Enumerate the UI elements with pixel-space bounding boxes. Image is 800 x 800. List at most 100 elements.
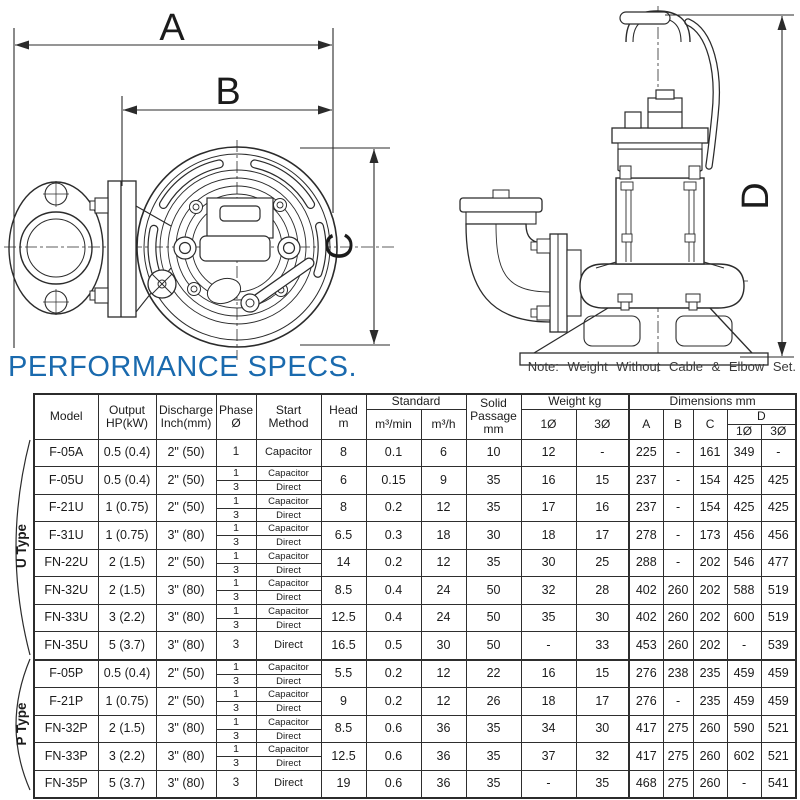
phase-value: 1 — [233, 743, 239, 755]
start-method-value: Direct — [255, 562, 320, 576]
cell-phase-start: 3 Direct — [215, 769, 322, 799]
cell-discharge: 3" (80) — [155, 742, 217, 771]
cell-m3h: 12 — [420, 658, 467, 688]
start-method-value: Capacitor — [255, 494, 321, 508]
cell-model: FN-32P — [33, 714, 99, 743]
cell-dim-d-3ph: 456 — [760, 521, 797, 550]
cell-dim-d-3ph: - — [760, 438, 797, 467]
cell-head: 12.5 — [320, 603, 367, 632]
cell-m3h: 24 — [420, 603, 467, 632]
cell-head: 8 — [320, 493, 367, 522]
table-row: F-05U 0.5 (0.4) 2" (50) 1 Capacitor 3 Direct 6 0… — [33, 466, 797, 495]
start-method-value: Capacitor — [255, 522, 321, 535]
col-header-m3h: m³/h — [420, 408, 467, 440]
cell-discharge: 2" (50) — [155, 687, 217, 716]
cell-output: 1 (0.75) — [97, 687, 157, 716]
cell-m3h: 24 — [420, 576, 467, 605]
cell-phase-start: 1 Capacitor 3 Direct — [215, 687, 322, 716]
pump-side-view-drawing: D — [459, 6, 794, 372]
cell-dim-d-3ph: 519 — [760, 603, 797, 632]
cell-weight-3ph: 28 — [575, 576, 630, 605]
cell-dim-a: 276 — [628, 687, 664, 716]
start-method-value: Capacitor — [255, 604, 321, 618]
table-row: FN-33U 3 (2.2) 3" (80) 1 Capacitor 3 Direct 12.… — [33, 603, 797, 632]
phase-value: 1 — [233, 494, 239, 507]
header-line: Phase — [218, 402, 254, 417]
table-row: F-05A 0.5 (0.4) 2" (50) 1 Capacitor 8 0.1 6 10 12… — [33, 438, 797, 467]
phase-value: 1 — [233, 549, 239, 562]
cell-discharge: 2" (50) — [155, 658, 217, 688]
cell-dim-a: 402 — [628, 603, 664, 632]
header-line: Inch(mm) — [160, 415, 212, 430]
cell-output: 1 (0.75) — [97, 493, 157, 522]
cell-dim-d-1ph: 425 — [726, 493, 762, 522]
cell-dim-d-3ph: 425 — [760, 493, 797, 522]
spec-table-body: F-05A 0.5 (0.4) 2" (50) 1 Capacitor 8 0.1 6 10 12… — [33, 438, 797, 799]
phase-value: 3 — [217, 756, 256, 769]
cell-phase-start: 1 Capacitor 3 Direct — [215, 576, 322, 605]
cell-phase-start: 1 Capacitor 3 Direct — [215, 493, 322, 522]
cell-m3min: 0.2 — [365, 658, 422, 688]
table-row: FN-22U 2 (1.5) 2" (50) 1 Capacitor 3 Direct 14 0… — [33, 548, 797, 577]
cell-m3h: 36 — [420, 742, 467, 771]
cell-m3h: 12 — [420, 548, 467, 577]
cell-dim-d-1ph: 546 — [726, 548, 762, 577]
cell-m3min: 0.2 — [365, 687, 422, 716]
col-header-dim-d: D — [726, 408, 797, 425]
col-header-phase: Phase Ø — [215, 393, 257, 440]
cell-output: 2 (1.5) — [97, 576, 157, 605]
page-title: PERFORMANCE SPECS. — [8, 351, 357, 383]
col-header-output: Output HP(kW) — [97, 393, 157, 440]
start-method-value: Direct — [255, 507, 320, 521]
cell-dim-a: 402 — [628, 576, 664, 605]
table-row: FN-32U 2 (1.5) 3" (80) 1 Capacitor 3 Direct 8.5… — [33, 576, 797, 605]
cell-m3h: 18 — [420, 521, 467, 550]
col-header-discharge: Discharge Inch(mm) — [155, 393, 217, 440]
cell-dim-c: 154 — [692, 493, 728, 522]
cell-phase-start: 1 Capacitor 3 Direct — [215, 714, 322, 743]
col-header-start-method: Start Method — [255, 393, 322, 440]
cell-dim-d-1ph: 425 — [726, 466, 762, 495]
cell-solid-passage: 35 — [465, 769, 522, 799]
cell-dim-b: 275 — [662, 769, 694, 799]
cell-dim-d-3ph: 459 — [760, 658, 797, 688]
cell-dim-d-1ph: 590 — [726, 714, 762, 743]
start-method-value: Direct — [255, 771, 321, 797]
header-line: Head — [329, 402, 358, 417]
phase-value: 1 — [233, 688, 239, 700]
cell-head: 14 — [320, 548, 367, 577]
cell-dim-d-1ph: 349 — [726, 438, 762, 467]
cell-dim-a: 225 — [628, 438, 664, 467]
header-line: Ø — [231, 415, 241, 430]
cell-head: 5.5 — [320, 658, 367, 688]
start-method-value: Direct — [255, 535, 320, 549]
cell-dim-a: 417 — [628, 714, 664, 743]
cell-model: F-05P — [33, 658, 99, 688]
cell-m3h: 36 — [420, 714, 467, 743]
cell-weight-3ph: 17 — [575, 521, 630, 550]
cell-solid-passage: 35 — [465, 466, 522, 495]
cell-head: 8.5 — [320, 576, 367, 605]
cell-solid-passage: 22 — [465, 658, 522, 688]
cell-head: 6.5 — [320, 521, 367, 550]
start-method-value: Direct — [255, 590, 320, 604]
cell-dim-d-3ph: 541 — [760, 769, 797, 799]
cell-discharge: 3" (80) — [155, 769, 217, 799]
col-header-head: Head m — [320, 393, 367, 440]
col-header-weight-3ph: 3Ø — [575, 408, 630, 440]
cell-weight-3ph: 15 — [575, 658, 630, 688]
cell-weight-3ph: 30 — [575, 603, 630, 632]
col-header-standard: Standard — [365, 393, 467, 410]
header-line: Discharge — [158, 402, 214, 417]
table-row: F-21U 1 (0.75) 2" (50) 1 Capacitor 3 Direct 8 0.… — [33, 493, 797, 522]
cell-dim-c: 202 — [692, 548, 728, 577]
dimension-c — [300, 147, 390, 346]
cell-dim-c: 260 — [692, 769, 728, 799]
cell-m3min: 0.3 — [365, 521, 422, 550]
cell-dim-c: 154 — [692, 466, 728, 495]
cell-discharge: 3" (80) — [155, 631, 217, 660]
col-header-solid-passage: Solid Passage mm — [465, 393, 522, 440]
cell-dim-b: 275 — [662, 714, 694, 743]
cell-dim-c: 260 — [692, 742, 728, 771]
cell-dim-c: 202 — [692, 576, 728, 605]
